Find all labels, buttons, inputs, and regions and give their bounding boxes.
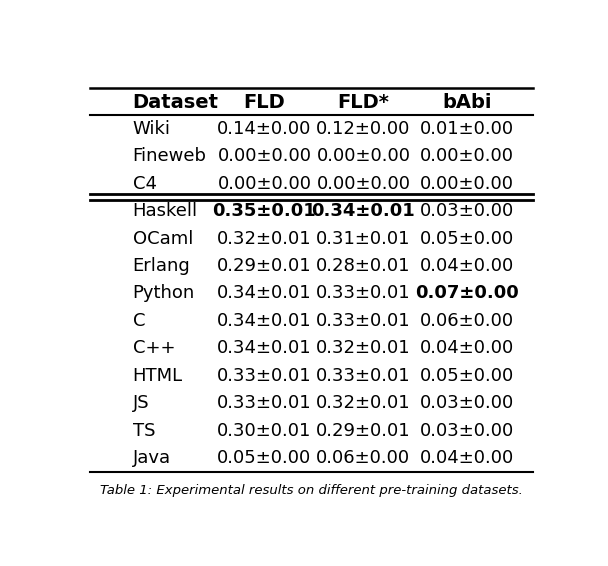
Text: 0.32±0.01: 0.32±0.01 [316, 395, 411, 412]
Text: 0.33±0.01: 0.33±0.01 [316, 285, 411, 302]
Text: FLD: FLD [244, 93, 285, 112]
Text: 0.34±0.01: 0.34±0.01 [217, 340, 312, 357]
Text: TS: TS [133, 422, 155, 440]
Text: C++: C++ [133, 340, 175, 357]
Text: Wiki: Wiki [133, 120, 170, 138]
Text: 0.07±0.00: 0.07±0.00 [415, 285, 519, 302]
Text: Dataset: Dataset [133, 93, 218, 112]
Text: 0.34±0.01: 0.34±0.01 [217, 285, 312, 302]
Text: bAbi: bAbi [443, 93, 492, 112]
Text: HTML: HTML [133, 367, 182, 385]
Text: 0.12±0.00: 0.12±0.00 [316, 120, 410, 138]
Text: 0.05±0.00: 0.05±0.00 [217, 449, 312, 467]
Text: 0.35±0.01: 0.35±0.01 [213, 202, 316, 220]
Text: 0.00±0.00: 0.00±0.00 [420, 175, 514, 192]
Text: 0.03±0.00: 0.03±0.00 [420, 422, 514, 440]
Text: 0.04±0.00: 0.04±0.00 [420, 449, 514, 467]
Text: 0.32±0.01: 0.32±0.01 [316, 340, 411, 357]
Text: 0.06±0.00: 0.06±0.00 [420, 312, 514, 330]
Text: Java: Java [133, 449, 171, 467]
Text: 0.32±0.01: 0.32±0.01 [217, 230, 312, 247]
Text: 0.01±0.00: 0.01±0.00 [420, 120, 514, 138]
Text: 0.29±0.01: 0.29±0.01 [217, 257, 312, 275]
Text: 0.34±0.01: 0.34±0.01 [217, 312, 312, 330]
Text: C4: C4 [133, 175, 156, 192]
Text: 0.30±0.01: 0.30±0.01 [217, 422, 312, 440]
Text: Table 1: Experimental results on different pre-training datasets.: Table 1: Experimental results on differe… [100, 484, 523, 497]
Text: 0.14±0.00: 0.14±0.00 [217, 120, 312, 138]
Text: 0.00±0.00: 0.00±0.00 [316, 175, 410, 192]
Text: 0.06±0.00: 0.06±0.00 [316, 449, 410, 467]
Text: 0.28±0.01: 0.28±0.01 [316, 257, 410, 275]
Text: 0.00±0.00: 0.00±0.00 [218, 175, 311, 192]
Text: FLD*: FLD* [337, 93, 389, 112]
Text: 0.33±0.01: 0.33±0.01 [217, 395, 312, 412]
Text: 0.04±0.00: 0.04±0.00 [420, 257, 514, 275]
Text: Erlang: Erlang [133, 257, 190, 275]
Text: Haskell: Haskell [133, 202, 198, 220]
Text: 0.33±0.01: 0.33±0.01 [316, 367, 411, 385]
Text: 0.34±0.01: 0.34±0.01 [311, 202, 415, 220]
Text: 0.29±0.01: 0.29±0.01 [316, 422, 411, 440]
Text: 0.00±0.00: 0.00±0.00 [420, 147, 514, 165]
Text: 0.33±0.01: 0.33±0.01 [217, 367, 312, 385]
Text: JS: JS [133, 395, 149, 412]
Text: 0.00±0.00: 0.00±0.00 [316, 147, 410, 165]
Text: 0.05±0.00: 0.05±0.00 [420, 230, 514, 247]
Text: 0.00±0.00: 0.00±0.00 [218, 147, 311, 165]
Text: Fineweb: Fineweb [133, 147, 207, 165]
Text: 0.31±0.01: 0.31±0.01 [316, 230, 410, 247]
Text: 0.05±0.00: 0.05±0.00 [420, 367, 514, 385]
Text: C: C [133, 312, 145, 330]
Text: OCaml: OCaml [133, 230, 193, 247]
Text: 0.03±0.00: 0.03±0.00 [420, 395, 514, 412]
Text: 0.03±0.00: 0.03±0.00 [420, 202, 514, 220]
Text: 0.33±0.01: 0.33±0.01 [316, 312, 411, 330]
Text: Python: Python [133, 285, 195, 302]
Text: 0.04±0.00: 0.04±0.00 [420, 340, 514, 357]
